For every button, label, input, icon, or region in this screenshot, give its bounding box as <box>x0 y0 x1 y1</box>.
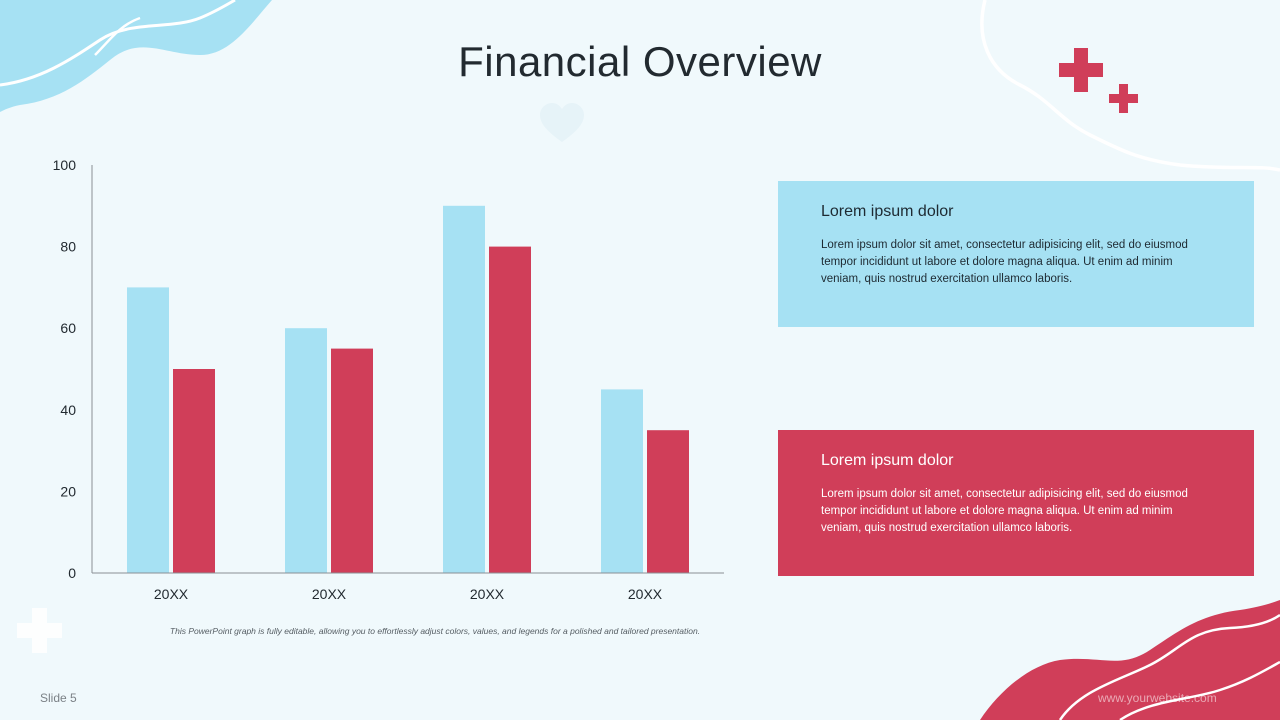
x-tick-label: 20XX <box>312 586 347 602</box>
y-tick-label: 20 <box>60 483 76 499</box>
bottom-right-wave-line <box>1058 613 1280 720</box>
top-right-curve <box>980 0 1280 172</box>
bar-series-2-1 <box>173 369 215 573</box>
y-tick-label: 0 <box>68 565 76 581</box>
bottom-right-wave <box>980 600 1280 720</box>
y-tick-label: 40 <box>60 402 76 418</box>
slide-number: Slide 5 <box>40 691 77 705</box>
bar-series-1-4 <box>601 389 643 573</box>
card-body: Lorem ipsum dolor sit amet, consectetur … <box>821 488 1188 534</box>
info-card-red: Lorem ipsum dolor Lorem ipsum dolor sit … <box>778 430 1254 576</box>
top-left-wave-line-2 <box>94 16 141 56</box>
bar-series-1-1 <box>127 287 169 573</box>
x-tick-label: 20XX <box>154 586 189 602</box>
bar-series-2-4 <box>647 430 689 573</box>
website-url: www.yourwebsite.com <box>1098 691 1217 705</box>
info-card-blue: Lorem ipsum dolor Lorem ipsum dolor sit … <box>778 181 1254 327</box>
heart-icon <box>540 103 584 142</box>
y-tick-label: 100 <box>53 157 77 173</box>
y-tick-label: 60 <box>60 320 76 336</box>
slide-title: Financial Overview <box>458 38 822 85</box>
plus-icon-large <box>1059 48 1103 92</box>
bar-series-2-2 <box>331 348 373 573</box>
chart-caption: This PowerPoint graph is fully editable,… <box>169 626 701 636</box>
card-title: Lorem ipsum dolor <box>821 203 954 220</box>
top-left-wave-line <box>0 0 236 87</box>
bar-series-2-3 <box>489 246 531 573</box>
top-left-wave <box>0 0 272 112</box>
bar-chart: 0 20 40 60 80 100 20XX 20XX 20XX 20XX <box>53 157 724 602</box>
card-body: Lorem ipsum dolor sit amet, consectetur … <box>821 239 1188 285</box>
y-tick-label: 80 <box>60 239 76 255</box>
x-tick-label: 20XX <box>628 586 663 602</box>
card-title: Lorem ipsum dolor <box>821 452 954 469</box>
plus-icon-white <box>17 608 62 653</box>
bar-series-1-2 <box>285 328 327 573</box>
bottom-right-wave-line-2 <box>1119 660 1280 720</box>
plus-icon-small <box>1109 84 1138 113</box>
bar-series-1-3 <box>443 205 485 574</box>
x-tick-label: 20XX <box>470 586 505 602</box>
